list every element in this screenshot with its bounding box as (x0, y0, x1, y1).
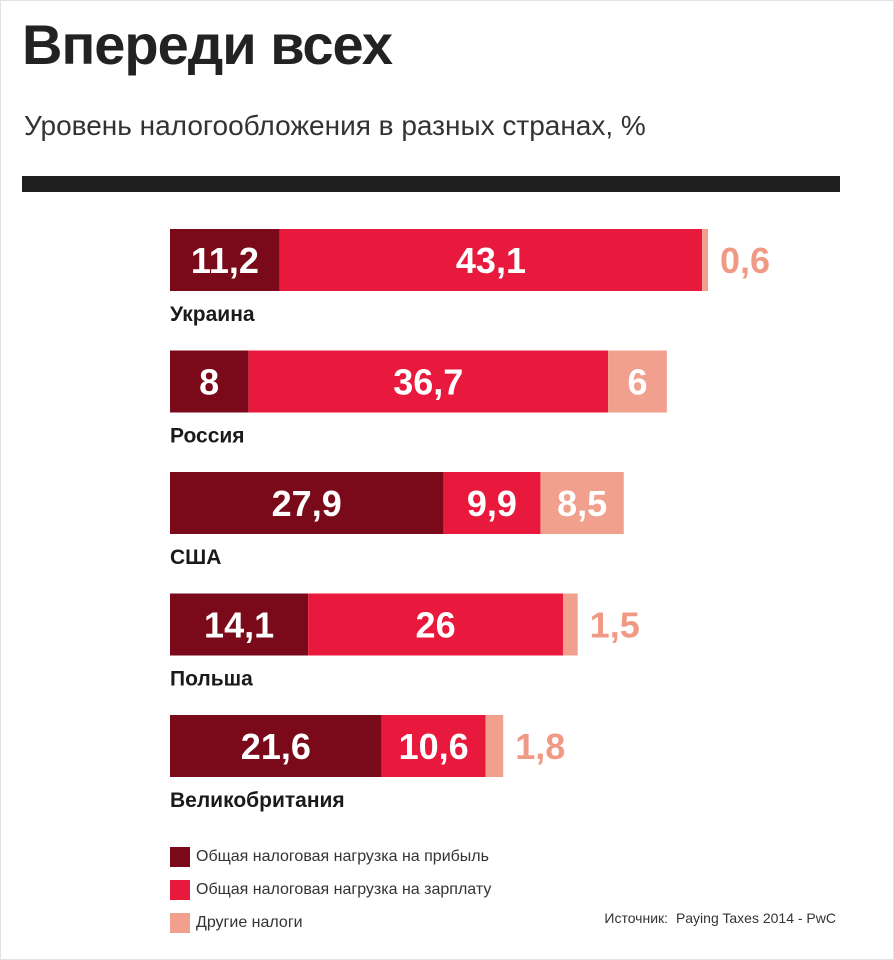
bar-segment-other (486, 715, 504, 777)
data-label: 8,5 (557, 483, 607, 524)
bar-segment-other (702, 229, 708, 291)
data-label: 10,6 (399, 726, 469, 767)
data-label: 8 (199, 362, 219, 403)
category-label: США (170, 546, 221, 569)
legend-item-profit: Общая налоговая нагрузка на прибыль (170, 840, 491, 873)
source-text: Paying Taxes 2014 - PwC (676, 910, 836, 926)
legend-label: Другие налоги (196, 914, 303, 932)
data-label: 0,6 (720, 240, 770, 281)
data-label: 27,9 (272, 483, 342, 524)
legend-swatch-salary (170, 880, 190, 900)
source-note: Источник: Paying Taxes 2014 - PwC (604, 910, 836, 926)
category-label: Россия (170, 425, 245, 448)
data-label: 36,7 (393, 362, 463, 403)
category-label: Великобритания (170, 789, 345, 812)
legend-swatch-other (170, 913, 190, 933)
data-label: 11,2 (191, 240, 259, 281)
data-label: 26 (416, 605, 456, 646)
data-label: 6 (627, 362, 647, 403)
legend-item-salary: Общая налоговая нагрузка на зарплату (170, 873, 491, 906)
stacked-bar-chart: 11,2 43,1 0,6 Украина 8 36,7 6 Россия 27,9 9,9 8,5… (0, 0, 894, 960)
legend-item-other: Другие налоги (170, 906, 491, 939)
legend-label: Общая налоговая нагрузка на прибыль (196, 848, 489, 866)
legend-swatch-profit (170, 847, 190, 867)
data-label: 43,1 (456, 240, 526, 281)
legend: Общая налоговая нагрузка на прибыль Обща… (170, 840, 491, 939)
legend-label: Общая налоговая нагрузка на зарплату (196, 881, 491, 899)
data-label: 21,6 (241, 726, 311, 767)
category-label: Польша (170, 668, 253, 691)
data-label: 9,9 (467, 483, 517, 524)
category-label: Украина (170, 303, 255, 326)
data-label: 14,1 (204, 605, 274, 646)
data-label: 1,8 (515, 726, 565, 767)
bar-segment-other (563, 594, 578, 656)
source-label: Источник: (604, 910, 668, 926)
data-label: 1,5 (590, 605, 640, 646)
